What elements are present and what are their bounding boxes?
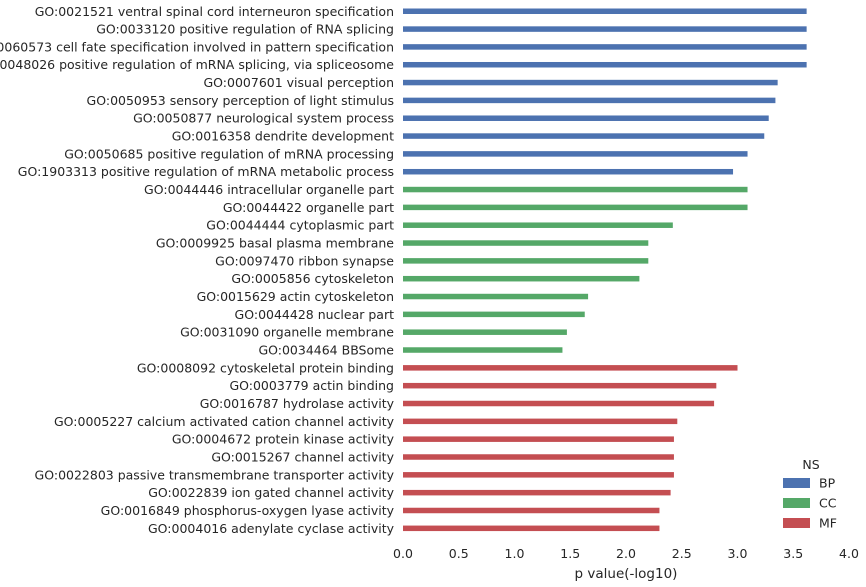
bar-go-1903313 (403, 168, 734, 175)
bar-go-0050953 (403, 97, 776, 104)
x-tick-label: 0.0 (393, 546, 413, 561)
category-label: GO:0016849 phosphorus-oxygen lyase activ… (101, 503, 395, 518)
x-tick-label: 2.0 (616, 546, 636, 561)
category-label: GO:0004672 protein kinase activity (172, 432, 395, 447)
legend-label-bp: BP (819, 476, 836, 491)
bar-go-0060573 (403, 44, 807, 50)
category-label: GO:0022839 ion gated channel activity (148, 485, 394, 500)
x-tick-label: 1.5 (560, 546, 580, 561)
category-label: GO:0097470 ribbon synapse (215, 253, 394, 268)
x-tick-label: 4.0 (839, 546, 859, 561)
bar-go-0022803 (403, 472, 674, 478)
legend-title: NS (802, 457, 819, 472)
bars-layer (403, 8, 807, 532)
category-label: GO:0060573 cell fate specification invol… (0, 39, 394, 54)
bar-go-0050877 (403, 115, 769, 121)
legend-label-mf: MF (819, 516, 837, 531)
bar-go-0004016 (403, 525, 660, 532)
category-label: GO:0050685 positive regulation of mRNA p… (64, 146, 394, 161)
x-tick-label: 3.5 (783, 546, 803, 561)
category-labels: GO:0021521 ventral spinal cord interneur… (0, 4, 395, 536)
category-label: GO:0021521 ventral spinal cord interneur… (35, 4, 394, 19)
category-label: GO:0034464 BBSome (258, 343, 394, 358)
bar-go-0016849 (403, 507, 660, 514)
bar-go-0033120 (403, 26, 807, 32)
category-label: GO:0015629 actin cytoskeleton (197, 289, 394, 304)
category-label: GO:1903313 positive regulation of mRNA m… (18, 164, 394, 179)
bar-go-0007601 (403, 79, 778, 86)
category-label: GO:0022803 passive transmembrane transpo… (35, 467, 395, 482)
category-label: GO:0050953 sensory perception of light s… (87, 93, 394, 108)
category-label: GO:0008092 cytoskeletal protein binding (137, 360, 394, 375)
legend-swatch-bp (783, 478, 810, 488)
bar-go-0005856 (403, 275, 640, 282)
bar-go-0005227 (403, 418, 678, 425)
x-tick-label: 1.0 (505, 546, 525, 561)
category-label: GO:0033120 positive regulation of RNA sp… (96, 22, 394, 37)
bar-go-0022839 (403, 489, 671, 496)
category-label: GO:0004016 adenylate cyclase activity (148, 521, 395, 536)
bar-go-0034464 (403, 347, 563, 353)
category-label: GO:0003779 actin binding (229, 378, 394, 393)
bar-go-0021521 (403, 8, 807, 14)
category-label: GO:0050877 neurological system process (133, 111, 394, 126)
x-tick-label: 0.5 (449, 546, 469, 561)
bar-go-0015629 (403, 293, 589, 300)
category-label: GO:0044446 intracellular organelle part (144, 182, 394, 197)
bar-go-0015267 (403, 454, 674, 460)
legend-label-cc: CC (819, 496, 837, 511)
category-label: GO:0048026 positive regulation of mRNA s… (0, 57, 394, 72)
bar-go-0003779 (403, 382, 717, 389)
bar-go-0008092 (403, 365, 738, 371)
category-label: GO:0031090 organelle membrane (180, 325, 394, 340)
bar-go-0016787 (403, 400, 715, 407)
x-tick-label: 3.0 (728, 546, 748, 561)
bar-go-0044428 (403, 311, 585, 318)
category-label: GO:0007601 visual perception (203, 75, 394, 90)
category-label: GO:0044444 cytoplasmic part (206, 218, 394, 233)
x-axis: 0.0 0.5 1.0 1.5 2.0 2.5 3.0 3.5 4.0 (393, 546, 859, 561)
bar-go-0009925 (403, 240, 649, 246)
category-label: GO:0016358 dendrite development (172, 129, 394, 144)
bar-go-0004672 (403, 436, 674, 442)
bar-go-0048026 (403, 61, 807, 68)
bar-go-0016358 (403, 133, 765, 139)
x-axis-title: p value(-log10) (575, 566, 678, 582)
legend: NS BP CC MF (783, 457, 837, 531)
category-label: GO:0005856 cytoskeleton (231, 271, 394, 286)
category-label: GO:0044422 organelle part (223, 200, 394, 215)
x-tick-label: 2.5 (672, 546, 692, 561)
category-label: GO:0005227 calcium activated cation chan… (54, 414, 395, 429)
bar-go-0050685 (403, 151, 748, 157)
legend-swatch-cc (783, 498, 810, 508)
category-label: GO:0016787 hydrolase activity (200, 396, 395, 411)
legend-entries: BP CC MF (783, 476, 837, 531)
bar-go-0097470 (403, 258, 649, 264)
legend-swatch-mf (783, 518, 810, 528)
bar-go-0044422 (403, 204, 748, 211)
category-label: GO:0015267 channel activity (211, 450, 394, 465)
bar-go-0031090 (403, 329, 567, 335)
category-label: GO:0044428 nuclear part (235, 307, 395, 322)
category-label: GO:0009925 basal plasma membrane (156, 236, 394, 251)
bar-go-0044446 (403, 186, 748, 193)
bar-go-0044444 (403, 222, 673, 228)
